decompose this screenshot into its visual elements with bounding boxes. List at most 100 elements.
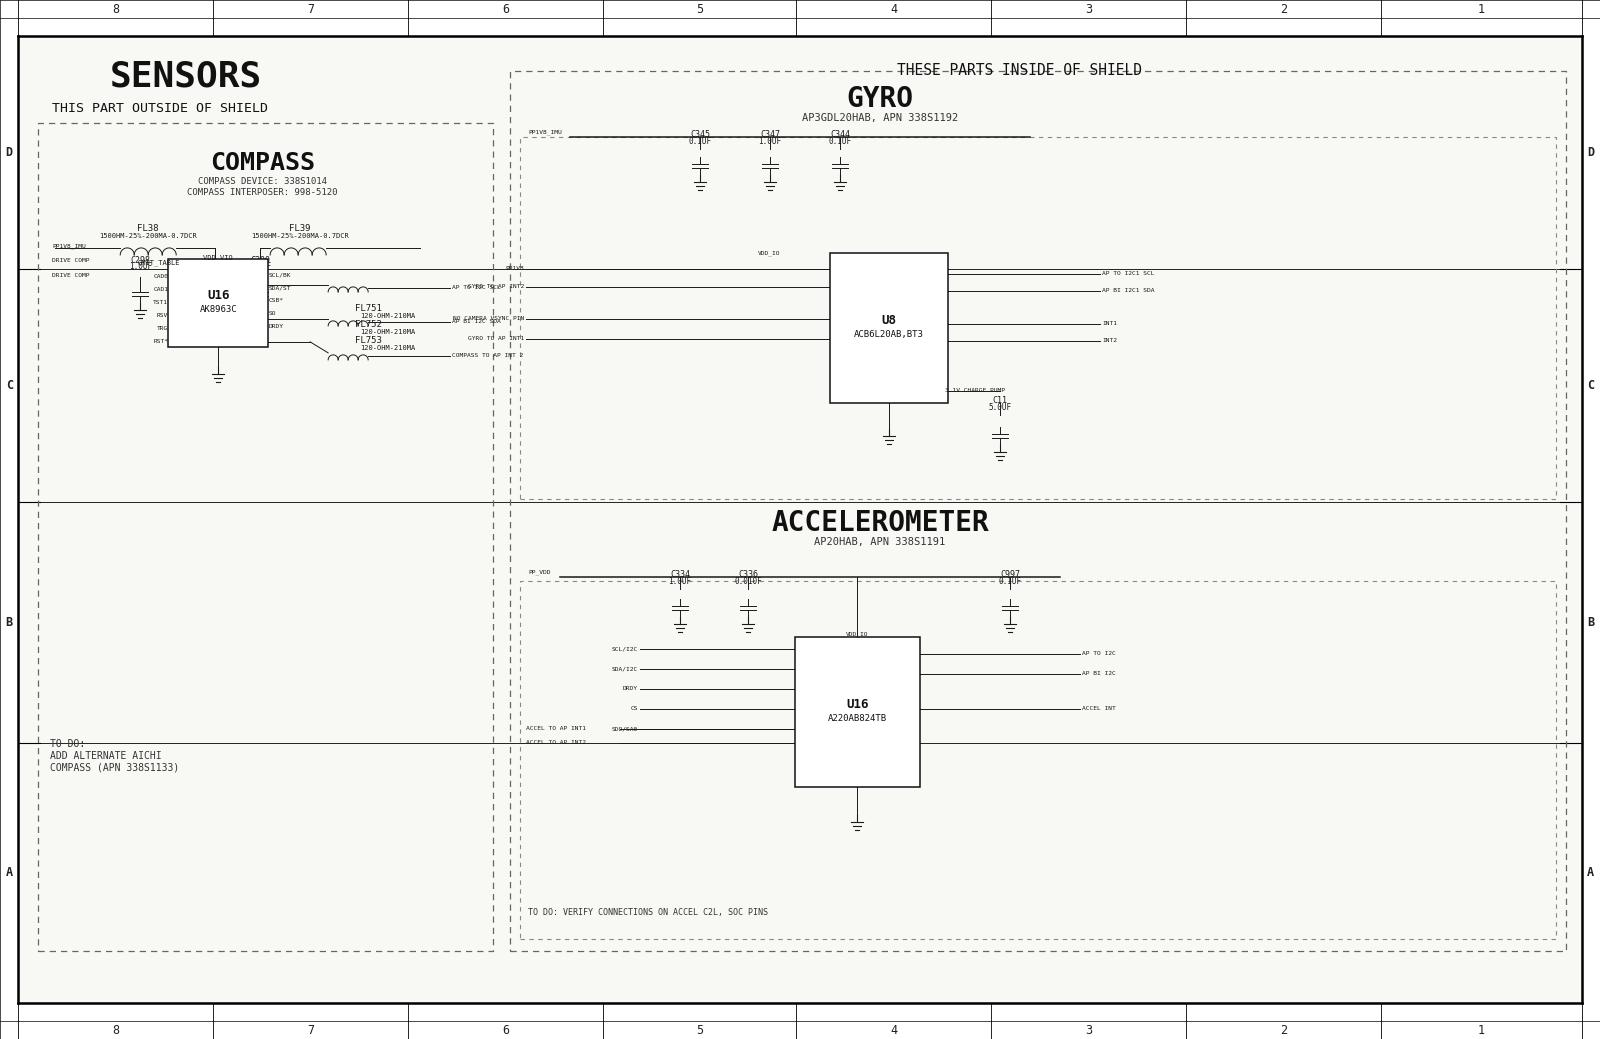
Text: SDA/ST: SDA/ST — [269, 286, 291, 291]
Text: COMPASS (APN 338S1133): COMPASS (APN 338S1133) — [50, 763, 179, 773]
Text: 0.1UF: 0.1UF — [829, 137, 851, 145]
Text: SDA/I2C: SDA/I2C — [611, 666, 638, 671]
Text: TO DO:: TO DO: — [50, 739, 85, 749]
Text: FL753: FL753 — [355, 336, 382, 345]
Text: C345: C345 — [690, 130, 710, 139]
Text: GYRO TO AP INT1: GYRO TO AP INT1 — [467, 337, 525, 342]
Text: AP BI I2C SDA: AP BI I2C SDA — [453, 319, 501, 324]
Text: C336: C336 — [738, 569, 758, 579]
Text: SCL/BK: SCL/BK — [269, 272, 291, 277]
Text: ACCEL TO AP INT1: ACCEL TO AP INT1 — [526, 726, 586, 731]
Text: 3: 3 — [1085, 1024, 1091, 1037]
Text: AP BI I2C: AP BI I2C — [1082, 671, 1115, 676]
Text: 6: 6 — [502, 1024, 509, 1037]
Text: AP TO I2C: AP TO I2C — [1082, 651, 1115, 657]
Text: 1500HM-25%-200MA-0.7DCR: 1500HM-25%-200MA-0.7DCR — [99, 233, 197, 239]
Text: C334: C334 — [670, 569, 690, 579]
Text: 1.0UF: 1.0UF — [128, 262, 152, 271]
Text: AP TO I2C SCL: AP TO I2C SCL — [453, 286, 501, 291]
Text: 7: 7 — [307, 1024, 314, 1037]
Text: NO CAMERA VSYNC PIN: NO CAMERA VSYNC PIN — [453, 317, 525, 321]
Text: FL38: FL38 — [138, 224, 158, 233]
Text: 120-OHM-210MA: 120-OHM-210MA — [360, 345, 416, 351]
Text: 0.1UF: 0.1UF — [688, 137, 712, 145]
Text: 5: 5 — [696, 1024, 702, 1037]
Text: 1500HM-25%-200MA-0.7DCR: 1500HM-25%-200MA-0.7DCR — [251, 233, 349, 239]
Text: 3: 3 — [1085, 3, 1091, 17]
Text: SO: SO — [269, 312, 275, 317]
Text: U8: U8 — [882, 315, 896, 327]
Text: GYRO: GYRO — [846, 85, 914, 113]
Text: A220AB824TB: A220AB824TB — [827, 714, 886, 723]
Text: C997: C997 — [1000, 569, 1019, 579]
Text: 4: 4 — [890, 1024, 898, 1037]
Text: 3.1V CHARGE PUMP: 3.1V CHARGE PUMP — [946, 389, 1005, 394]
Text: TST1: TST1 — [154, 300, 168, 305]
Text: U16: U16 — [206, 290, 229, 302]
Bar — [168, 259, 269, 347]
Text: A: A — [6, 867, 13, 879]
Text: 4: 4 — [890, 3, 898, 17]
Text: AK8963C: AK8963C — [200, 305, 237, 315]
Text: COMPASS TO AP INT 2: COMPASS TO AP INT 2 — [453, 353, 523, 358]
Text: DRIVE COMP: DRIVE COMP — [53, 273, 90, 278]
Text: 5: 5 — [696, 3, 702, 17]
Text: SENSORS: SENSORS — [110, 60, 262, 94]
Bar — [795, 637, 920, 787]
Text: CSB*: CSB* — [269, 298, 283, 303]
Text: THIS PART OUTSIDE OF SHIELD: THIS PART OUTSIDE OF SHIELD — [53, 103, 269, 115]
Text: C344: C344 — [830, 130, 850, 139]
Text: C298: C298 — [130, 256, 150, 265]
Text: 0.1UF: 0.1UF — [998, 577, 1021, 586]
Text: VDD VIO: VDD VIO — [203, 255, 234, 261]
Text: DRDY: DRDY — [622, 687, 638, 691]
Text: AP TO I2C1 SCL: AP TO I2C1 SCL — [1102, 271, 1155, 276]
Text: PP1V8: PP1V8 — [506, 266, 525, 271]
Text: ACCELEROMETER: ACCELEROMETER — [771, 509, 989, 537]
Text: 0.1UF: 0.1UF — [248, 262, 272, 271]
Text: A: A — [1587, 867, 1594, 879]
Text: U16: U16 — [846, 698, 869, 712]
Text: 6: 6 — [502, 3, 509, 17]
Text: INT2: INT2 — [1102, 339, 1117, 343]
Text: 8: 8 — [112, 1024, 120, 1037]
Text: SDO/SA0: SDO/SA0 — [611, 726, 638, 731]
Text: ACCEL TO AP INT2: ACCEL TO AP INT2 — [526, 740, 586, 745]
Text: DRDY: DRDY — [269, 324, 283, 329]
Text: AP BI I2C1 SDA: AP BI I2C1 SDA — [1102, 289, 1155, 293]
Text: FL39: FL39 — [290, 224, 310, 233]
Text: 1: 1 — [1478, 1024, 1485, 1037]
Text: 5.0UF: 5.0UF — [989, 403, 1011, 411]
Text: 1.0UF: 1.0UF — [758, 137, 781, 145]
Text: CAD0: CAD0 — [154, 274, 168, 279]
Text: B: B — [6, 616, 13, 629]
Text: C11: C11 — [992, 396, 1008, 405]
Text: C: C — [1587, 379, 1594, 392]
Text: ADD ALTERNATE AICHI: ADD ALTERNATE AICHI — [50, 751, 162, 761]
Text: 2: 2 — [1280, 3, 1286, 17]
Text: COMPASS: COMPASS — [210, 151, 315, 175]
Text: C300: C300 — [250, 256, 270, 265]
Text: D: D — [6, 145, 13, 159]
Text: TO DO: VERIFY CONNECTIONS ON ACCEL C2L, SOC PINS: TO DO: VERIFY CONNECTIONS ON ACCEL C2L, … — [528, 908, 768, 916]
Text: ACCEL INT: ACCEL INT — [1082, 707, 1115, 712]
Text: VDD_IO: VDD_IO — [757, 250, 781, 256]
Text: RST*: RST* — [154, 340, 168, 344]
Text: C: C — [6, 379, 13, 392]
Text: SCL/I2C: SCL/I2C — [611, 646, 638, 651]
Text: 120-OHM-210MA: 120-OHM-210MA — [360, 313, 416, 319]
Text: PP_VDD: PP_VDD — [528, 569, 550, 575]
Text: RSV: RSV — [157, 314, 168, 318]
Text: 7: 7 — [307, 3, 314, 17]
Text: 2: 2 — [1280, 1024, 1286, 1037]
Text: 8: 8 — [112, 3, 120, 17]
Text: GYRO TO AP INT2: GYRO TO AP INT2 — [467, 285, 525, 290]
Text: INT1: INT1 — [1102, 321, 1117, 326]
Text: TRG: TRG — [157, 326, 168, 331]
Text: D: D — [1587, 145, 1594, 159]
Text: OMIT_TABLE: OMIT_TABLE — [138, 260, 181, 266]
Text: COMPASS INTERPOSER: 998-5120: COMPASS INTERPOSER: 998-5120 — [187, 188, 338, 197]
Text: VDD_IO: VDD_IO — [846, 631, 869, 637]
Text: THESE PARTS INSIDE OF SHIELD: THESE PARTS INSIDE OF SHIELD — [898, 63, 1142, 79]
Text: FL752: FL752 — [355, 320, 382, 329]
